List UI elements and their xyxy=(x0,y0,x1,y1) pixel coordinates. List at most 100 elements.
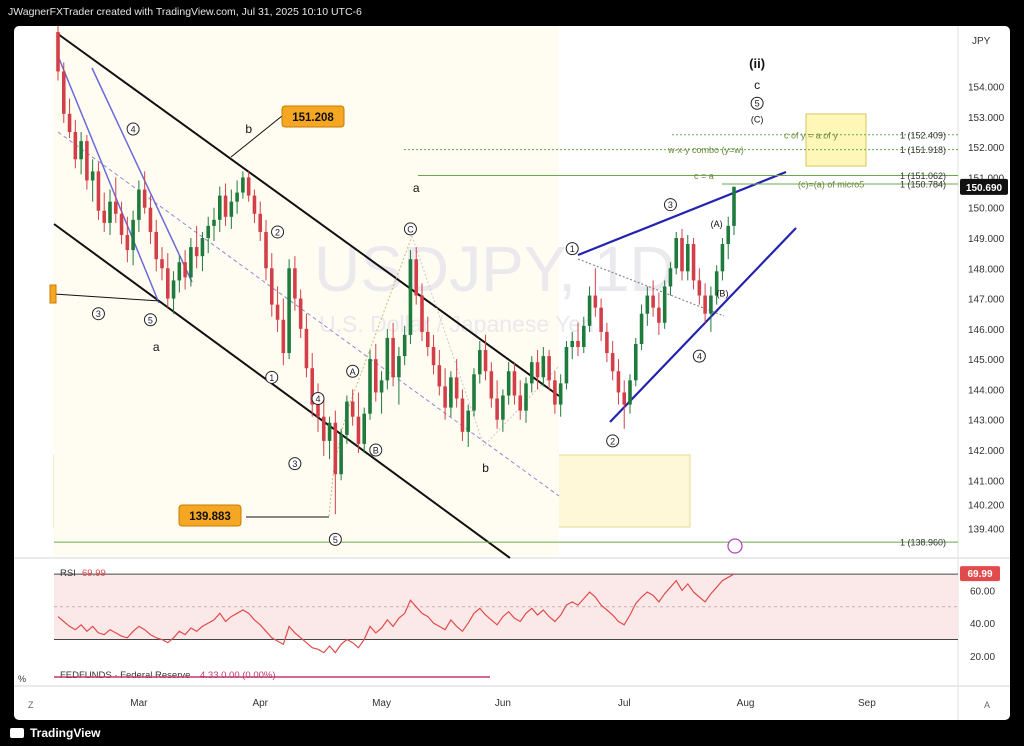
candle-body xyxy=(529,362,534,384)
wave-label-circle xyxy=(606,434,620,448)
candle-body xyxy=(408,259,413,335)
candle-body xyxy=(108,201,112,223)
candle-body xyxy=(56,32,60,72)
candle-body xyxy=(651,295,655,308)
inner-channel-line-2 xyxy=(91,67,193,283)
candle-body xyxy=(477,350,482,375)
candle-body xyxy=(732,186,736,226)
event-icon xyxy=(727,538,743,554)
rsi-badge-label: 69.99 xyxy=(967,569,992,580)
price-tick-label: 140.200 xyxy=(968,501,1005,512)
candle-body xyxy=(639,313,644,344)
price-tick-label: 147.000 xyxy=(968,295,1005,306)
candle-body xyxy=(379,380,384,393)
candle-body xyxy=(298,298,303,329)
candle-body xyxy=(223,195,228,217)
price-tick-label: 143.000 xyxy=(968,416,1005,427)
candle-body xyxy=(633,344,638,381)
price-tick-label: 149.000 xyxy=(968,234,1005,245)
wave-label-circle xyxy=(288,457,302,471)
rsi-tick-label: 60.00 xyxy=(970,586,995,597)
candle-body xyxy=(96,171,101,211)
watermark-name: U.S. Dollar / Japanese Yen xyxy=(319,311,594,337)
candle-body xyxy=(316,404,320,417)
wave-label-circle xyxy=(346,364,360,378)
candle-body xyxy=(269,268,274,305)
wave-label-circle xyxy=(750,96,764,110)
wave-label-circle xyxy=(126,122,140,136)
candle-body xyxy=(229,201,234,217)
level-label: 1 (151.918) xyxy=(900,145,946,155)
tradingview-logo-icon xyxy=(10,728,24,738)
channel-upper-line xyxy=(57,33,560,397)
level-label: 1 (138.960) xyxy=(900,538,946,548)
candle-body xyxy=(495,398,499,420)
rsi-label: RSI xyxy=(60,568,76,579)
chart-svg[interactable]: USDJPY, 1D U.S. Dollar / Japanese Yen 1 … xyxy=(14,26,1010,720)
percent-label: % xyxy=(18,674,26,684)
channel-mid-line xyxy=(57,131,560,497)
wave-label-circle xyxy=(271,225,285,239)
candle-body xyxy=(443,386,447,408)
wave-label: b xyxy=(482,461,489,475)
candle-body xyxy=(645,295,650,314)
candle-body xyxy=(385,337,390,381)
time-tick-label: May xyxy=(372,698,391,709)
wave-label: A xyxy=(350,367,356,377)
price-tick-label: 152.000 xyxy=(968,143,1005,154)
candle-body xyxy=(483,350,488,372)
candle-body xyxy=(593,295,598,308)
candle-body xyxy=(691,244,696,281)
candle-body xyxy=(680,238,684,272)
candle-body xyxy=(622,392,627,405)
candle-body xyxy=(293,268,297,299)
candles-layer xyxy=(56,26,736,515)
candle-body xyxy=(709,295,713,314)
candle-body xyxy=(391,337,395,378)
wave-label-circle xyxy=(143,313,157,327)
candle-body xyxy=(327,422,332,441)
wave-label: 1 xyxy=(269,373,274,383)
channel-lower-line xyxy=(53,223,511,559)
candle-body xyxy=(414,259,419,296)
candle-body xyxy=(275,304,280,320)
candle-body xyxy=(547,356,551,381)
candle-body xyxy=(200,238,205,257)
candle-body xyxy=(605,331,609,354)
wedge-lower-line xyxy=(609,227,797,423)
price-tick-label: 145.000 xyxy=(968,355,1005,366)
target-zone xyxy=(805,113,867,167)
wave-label: 5 xyxy=(755,99,760,109)
candle-body xyxy=(177,262,182,281)
price-tick-label: 139.400 xyxy=(968,525,1005,536)
rsi-pane: RSI 69.99 60.00 40.00 20.00 69.99 FEDFUNDS · F… xyxy=(54,566,1000,681)
time-tick-label: Sep xyxy=(858,698,876,709)
wave-label: a xyxy=(413,181,420,195)
price-tick-label: 150.000 xyxy=(968,204,1005,215)
wave-labels-layer: 1 (152.409) c of y = a of y 1 (151.918) w-x… xyxy=(49,56,946,554)
fedfunds-label: FEDFUNDS · Federal Reserve xyxy=(60,670,190,681)
candle-body xyxy=(171,280,176,299)
wave-label: 5 xyxy=(148,315,153,325)
candle-body xyxy=(194,247,199,257)
rsi-value-badge xyxy=(960,566,1000,582)
wave-label: 4 xyxy=(315,394,320,404)
candle-body xyxy=(212,219,216,226)
price-callout-label: 151.208 xyxy=(292,112,334,124)
watermark-symbol: USDJPY, 1D xyxy=(314,233,676,305)
candle-body xyxy=(541,356,546,378)
candle-body xyxy=(321,416,326,441)
wave-label-circle xyxy=(91,307,105,321)
level-note: (c)=(a) of micro5 xyxy=(798,179,864,189)
candle-body xyxy=(685,244,690,272)
level-label: 1 (150.784) xyxy=(900,179,946,189)
candle-body xyxy=(570,340,575,348)
footer-brand-label: TradingView xyxy=(30,726,101,740)
corner-z-label: Z xyxy=(28,700,34,710)
price-tick-label: 153.000 xyxy=(968,113,1005,124)
candle-body xyxy=(431,347,436,366)
wave-label: 2 xyxy=(610,436,615,446)
footer-brand: TradingView xyxy=(10,724,100,742)
wedge-upper-line xyxy=(577,170,787,257)
chart-panel[interactable]: USDJPY, 1D U.S. Dollar / Japanese Yen 1 … xyxy=(14,26,1010,720)
